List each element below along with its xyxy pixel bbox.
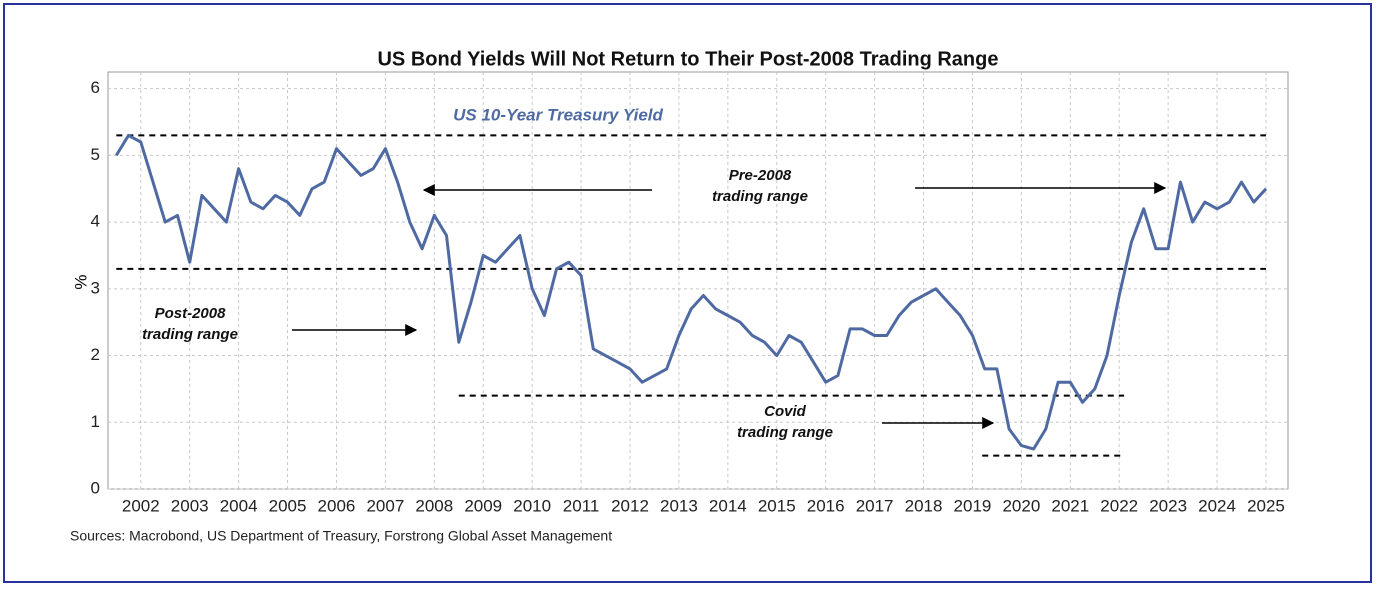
- plot: 0 1 2 3 4 5 6 2002 2003 2004 2005 2006 2007 2008 2009 2…: [91, 71, 1289, 515]
- x-tick-label: 2021: [1051, 496, 1089, 515]
- source: Sources: Macrobond, US Department of Tre…: [70, 528, 612, 544]
- x-tick-label: 2020: [1002, 496, 1040, 515]
- y-tick-label: 4: [91, 212, 100, 231]
- y-tick-label: 6: [91, 78, 100, 97]
- x-tick-label: 2008: [415, 496, 453, 515]
- annotation: trading range: [737, 424, 833, 441]
- x-tick-label: 2016: [807, 496, 845, 515]
- x-tick-label: 2005: [269, 496, 307, 515]
- x-tick-label: 2012: [611, 496, 649, 515]
- y-tick-label: 0: [91, 478, 100, 497]
- x-tick-label: 2018: [905, 496, 943, 515]
- x-tick-label: 2009: [464, 496, 502, 515]
- x-tick-label: 2019: [954, 496, 992, 515]
- x-tick-label: 2024: [1198, 496, 1236, 515]
- x-tick-label: 2013: [660, 496, 698, 515]
- series-label: US 10-Year Treasury Yield: [453, 105, 663, 124]
- plot-area: [107, 71, 1289, 490]
- x-tick-label: 2002: [122, 496, 160, 515]
- x-tick-label: 2004: [220, 496, 258, 515]
- y-tick-label: 5: [91, 145, 100, 164]
- annotation: Post-2008: [155, 305, 227, 322]
- x-tick-label: 2011: [563, 496, 600, 515]
- annotation: trading range: [712, 188, 808, 205]
- x-tick-label: 2006: [318, 496, 356, 515]
- y-tick-label: 2: [91, 345, 100, 364]
- chart-title: US Bond Yields Will Not Return to Their …: [377, 48, 998, 70]
- x-tick-label: 2003: [171, 496, 209, 515]
- annotation: trading range: [142, 326, 238, 343]
- annotation: Covid: [764, 403, 807, 420]
- y-axis-label: %: [71, 274, 90, 289]
- x-tick-label: 2010: [513, 496, 551, 515]
- x-tick-label: 2022: [1100, 496, 1138, 515]
- annotation: Pre-2008: [729, 167, 792, 184]
- x-tick-label: 2014: [709, 496, 747, 515]
- x-tick-label: 2007: [366, 496, 404, 515]
- x-tick-label: 2023: [1149, 496, 1187, 515]
- x-tick-label: 2025: [1247, 496, 1285, 515]
- y-tick-label: 1: [91, 412, 100, 431]
- x-tick-label: 2015: [758, 496, 796, 515]
- series-line: [115, 133, 1268, 451]
- arrows: [292, 182, 1167, 429]
- y-tick-label: 3: [91, 278, 100, 297]
- x-tick-label: 2017: [856, 496, 894, 515]
